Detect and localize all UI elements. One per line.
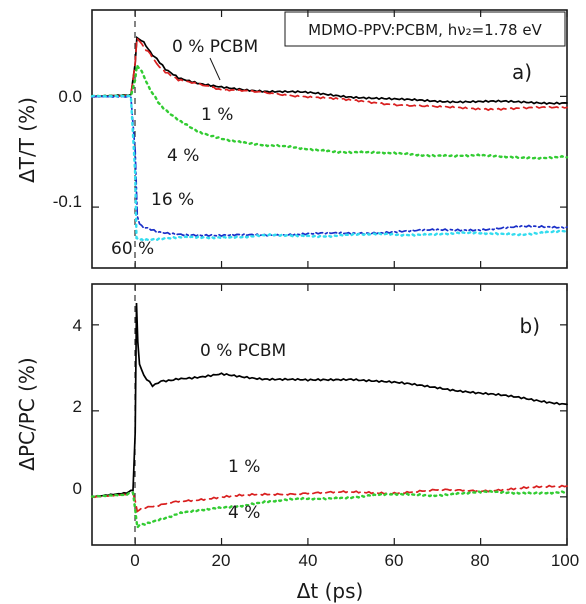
panel-a-series: [90, 10, 569, 268]
panel-b-annotation-4pct: 4 %: [228, 503, 260, 523]
panel-b-series-4: [90, 489, 569, 531]
xtick-label-100: 100: [551, 551, 579, 570]
panel-a-legend-box: [284, 11, 566, 47]
xtick-label-40: 40: [299, 551, 318, 570]
panel-b-ylabel: ΔPC/PC (%): [15, 357, 39, 470]
panel-b-series: [90, 284, 569, 545]
panel-b-ytick-label-4: 4: [73, 316, 82, 335]
panel-a-ylabel: ΔT/T (%): [15, 97, 39, 183]
panel-a-ytick-label-0: 0.0: [58, 87, 82, 106]
xtick-label-20: 20: [212, 551, 231, 570]
panel-a-annotation-0pcbm-pointer: [209, 57, 221, 81]
panel-b-annotation-0pcbm: 0 % PCBM: [200, 341, 286, 361]
panel-a-label: a): [512, 60, 532, 84]
panel-a-ytick-label-1: -0.1: [53, 192, 82, 211]
panel-a-annotation-4pct: 4 %: [167, 146, 199, 166]
panel-b-series-1: [91, 484, 568, 513]
panel-a-series-60: [90, 94, 569, 243]
panel-b-label: b): [520, 314, 541, 338]
panel-a-series-0-pcbm: [91, 36, 568, 105]
panel-a-annotation-1pct: 1 %: [201, 105, 233, 125]
panel-a-annotation-16pct: 16 %: [151, 190, 194, 210]
panel-b-annotation-1pct: 1 %: [228, 457, 260, 477]
panel-b-frame: [91, 283, 568, 546]
panel-a-series-4: [90, 62, 569, 161]
xtick-label-80: 80: [471, 551, 490, 570]
panel-a-legend-text: MDMO-PPV:PCBM, hν₂=1.78 eV: [308, 21, 542, 39]
panel-b-ytick-label-2: 2: [73, 397, 82, 416]
panel-b-series-0-pcbm: [91, 302, 568, 498]
panel-a-series-16: [91, 95, 568, 238]
xtick-label-0: 0: [130, 551, 139, 570]
panel-b-ytick-label-0: 0: [73, 479, 82, 498]
panel-a-annotation-0pcbm: 0 % PCBM: [172, 37, 258, 57]
panel-a-series-1: [91, 36, 568, 112]
panel-a-frame: [91, 9, 568, 269]
panel-a-annotation-60pct: 60 %: [111, 239, 154, 259]
xtick-label-60: 60: [385, 551, 404, 570]
x-axis-label: Δt (ps): [297, 579, 364, 603]
